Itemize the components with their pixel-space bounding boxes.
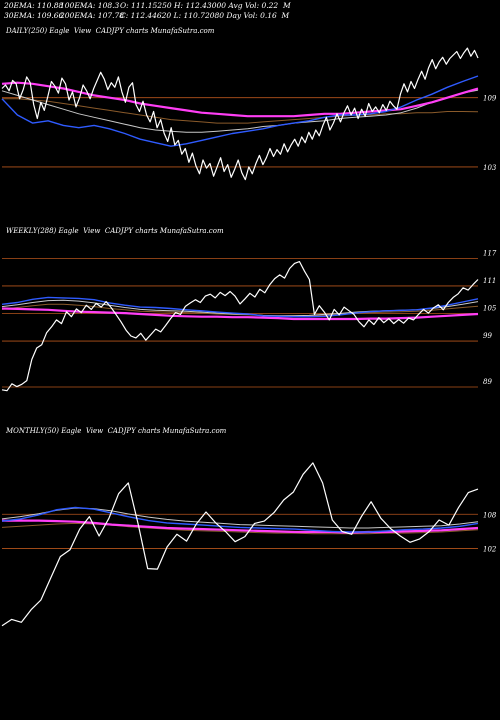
stat-ema200: 200EMA: 107.78 bbox=[60, 11, 125, 20]
monthly-level-label: 102 bbox=[483, 546, 497, 554]
monthly-ema-brown-line bbox=[1, 522, 479, 535]
stat-ema20: 20EMA: 110.88 bbox=[4, 1, 64, 10]
monthly-ema-mid-line bbox=[1, 507, 479, 529]
daily-price-line bbox=[1, 47, 479, 181]
weekly-level-label: 105 bbox=[483, 305, 497, 313]
daily-ema-brown-line bbox=[2, 98, 479, 124]
stat-clv: C: 112.44620 L: 110.72080 Day Vol: 0.16 … bbox=[120, 11, 290, 20]
monthly-ema-fast-line bbox=[1, 506, 479, 533]
daily-panel-title: DAILY(250) Eagle View CADJPY charts Muna… bbox=[6, 27, 215, 35]
daily-chart: 109 103 bbox=[1, 47, 497, 181]
daily-ema-fast-line bbox=[1, 75, 479, 147]
monthly-chart: 108 102 bbox=[1, 462, 497, 627]
stat-ema100: 100EMA: 108.3 bbox=[60, 1, 120, 10]
weekly-price-line bbox=[1, 261, 479, 392]
weekly-level-label: 89 bbox=[483, 378, 492, 386]
monthly-panel-title: MONTHLY(50) Eagle View CADJPY charts Mun… bbox=[6, 427, 227, 435]
monthly-ema-slow-line bbox=[2, 519, 479, 534]
daily-level-label: 109 bbox=[483, 95, 497, 103]
monthly-level-label: 108 bbox=[483, 511, 497, 519]
weekly-level-label: 111 bbox=[483, 277, 496, 285]
weekly-ema-fast-line bbox=[1, 296, 479, 318]
stat-ohl: O: 111.15250 H: 112.43000 Avg Vol: 0.22 … bbox=[120, 1, 291, 10]
weekly-level-label: 117 bbox=[483, 249, 497, 257]
daily-level-label: 103 bbox=[483, 164, 497, 172]
daily-ema-mid-line bbox=[1, 89, 479, 133]
weekly-level-label: 99 bbox=[483, 332, 492, 340]
stat-ema30: 30EMA: 109.66 bbox=[4, 11, 64, 20]
weekly-chart: 117 111 105 99 89 bbox=[1, 249, 497, 392]
weekly-panel-title: WEEKLY(288) Eagle View CADJPY charts Mun… bbox=[6, 227, 224, 235]
monthly-price-line bbox=[1, 462, 479, 627]
